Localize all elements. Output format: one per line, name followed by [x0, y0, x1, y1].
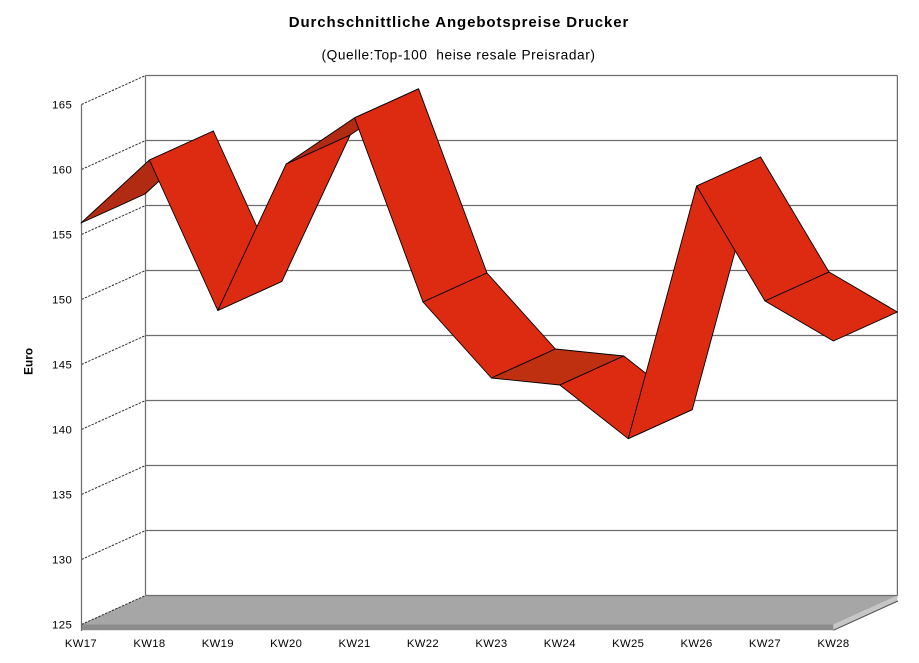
svg-text:KW27: KW27	[749, 638, 781, 650]
svg-text:130: 130	[52, 555, 72, 567]
svg-text:KW22: KW22	[407, 638, 439, 650]
svg-text:Euro: Euro	[21, 348, 35, 375]
svg-text:150: 150	[52, 295, 72, 307]
svg-text:KW19: KW19	[202, 638, 234, 650]
svg-text:165: 165	[52, 100, 72, 112]
svg-text:KW23: KW23	[475, 638, 507, 650]
svg-text:KW21: KW21	[339, 638, 371, 650]
svg-text:KW20: KW20	[270, 638, 302, 650]
svg-text:155: 155	[52, 230, 72, 242]
svg-text:KW26: KW26	[681, 638, 713, 650]
svg-text:145: 145	[52, 360, 72, 372]
svg-text:160: 160	[52, 165, 72, 177]
svg-text:(Quelle:Top-100 heise resale: (Quelle:Top-100 heise resale Preisradar)	[321, 48, 595, 63]
svg-text:Durchschnittliche Angebotsprei: Durchschnittliche Angebotspreise Drucker	[289, 14, 630, 31]
svg-text:KW24: KW24	[544, 638, 576, 650]
svg-text:KW28: KW28	[817, 638, 849, 650]
svg-text:125: 125	[52, 620, 72, 632]
svg-text:140: 140	[52, 425, 72, 437]
svg-text:KW17: KW17	[65, 638, 97, 650]
svg-text:135: 135	[52, 490, 72, 502]
svg-text:KW25: KW25	[612, 638, 644, 650]
svg-text:KW18: KW18	[133, 638, 165, 650]
